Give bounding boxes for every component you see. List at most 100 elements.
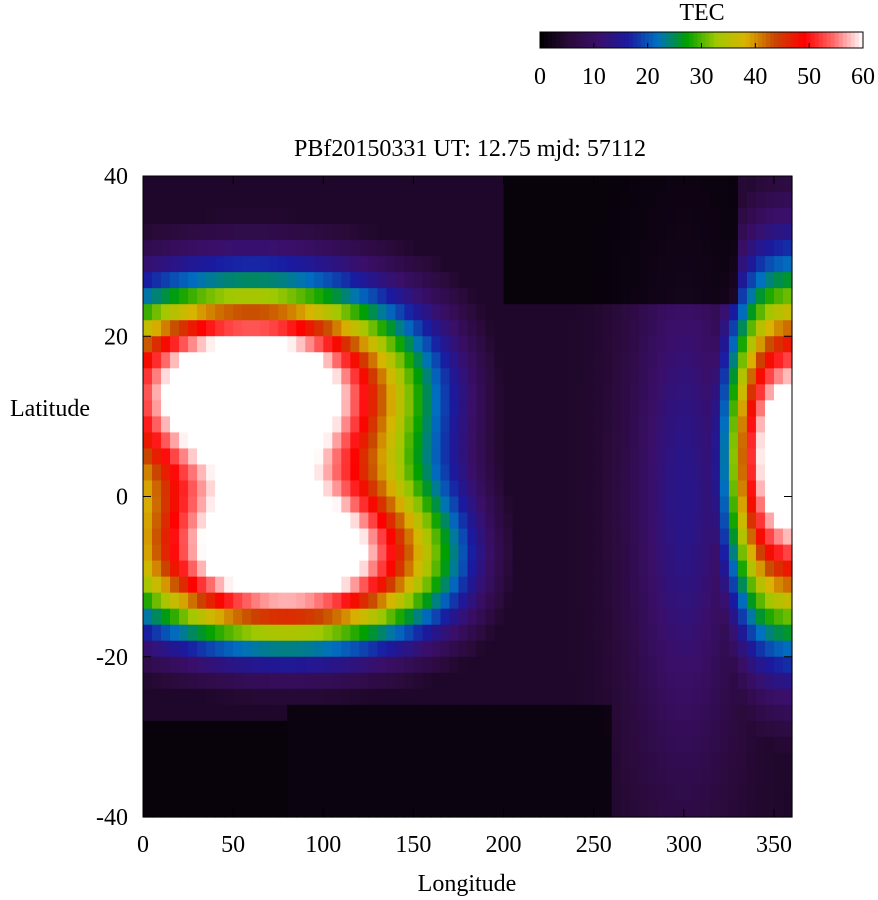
- heatmap-cell: [584, 464, 595, 482]
- heatmap-cell: [692, 688, 703, 706]
- heatmap-cell: [458, 368, 469, 385]
- heatmap-cell: [305, 800, 315, 818]
- heatmap-cell: [467, 384, 478, 401]
- heatmap-cell: [413, 560, 424, 578]
- heatmap-cell: [782, 320, 793, 337]
- heatmap-cell: [467, 208, 478, 225]
- heatmap-cell: [395, 592, 405, 610]
- heatmap-cell: [683, 224, 694, 241]
- heatmap-cell: [620, 176, 631, 193]
- heatmap-cell: [386, 352, 396, 369]
- heatmap-cell: [503, 336, 514, 353]
- heatmap-cell: [557, 592, 568, 610]
- heatmap-cell: [269, 768, 279, 786]
- heatmap-cell: [170, 688, 180, 706]
- heatmap-cell: [287, 544, 297, 562]
- heatmap-cell: [719, 528, 730, 546]
- heatmap-cell: [683, 624, 694, 642]
- heatmap-cell: [269, 400, 279, 417]
- heatmap-cell: [305, 288, 315, 305]
- heatmap-cell: [485, 784, 496, 802]
- colorbar-swatch: [753, 32, 759, 48]
- heatmap-cell: [665, 320, 676, 337]
- heatmap-cell: [368, 704, 378, 722]
- heatmap-cell: [728, 464, 739, 482]
- heatmap-cell: [548, 736, 559, 754]
- heatmap-cell: [188, 176, 198, 193]
- heatmap-cell: [530, 288, 541, 305]
- heatmap-cell: [161, 480, 171, 498]
- heatmap-cell: [485, 384, 496, 401]
- heatmap-cell: [467, 768, 478, 786]
- heatmap-cell: [377, 208, 387, 225]
- heatmap-cell: [287, 720, 297, 738]
- heatmap-cell: [539, 416, 550, 434]
- heatmap-cell: [530, 528, 541, 546]
- heatmap-cell: [593, 224, 604, 241]
- heatmap-cell: [260, 512, 270, 530]
- heatmap-cell: [188, 320, 198, 337]
- heatmap-cell: [638, 336, 649, 353]
- heatmap-cell: [251, 480, 261, 498]
- heatmap-cell: [476, 688, 487, 706]
- heatmap-cell: [476, 384, 487, 401]
- heatmap-cell: [638, 208, 649, 225]
- heatmap-cell: [341, 624, 351, 642]
- heatmap-cell: [737, 576, 748, 594]
- heatmap-cell: [449, 512, 460, 530]
- heatmap-cell: [665, 288, 676, 305]
- heatmap-cell: [215, 416, 225, 434]
- heatmap-cell: [458, 496, 469, 514]
- heatmap-cell: [323, 464, 333, 482]
- heatmap-cell: [341, 240, 351, 257]
- heatmap-cell: [431, 800, 442, 818]
- heatmap-cell: [404, 592, 415, 610]
- heatmap-cell: [773, 480, 784, 498]
- heatmap-cell: [656, 688, 667, 706]
- heatmap-cell: [197, 320, 207, 337]
- heatmap-cell: [539, 464, 550, 482]
- heatmap-cell: [179, 528, 189, 546]
- heatmap-cell: [377, 336, 387, 353]
- heatmap-cell: [395, 528, 405, 546]
- heatmap-cell: [530, 736, 541, 754]
- heatmap-cell: [260, 768, 270, 786]
- heatmap-cell: [638, 256, 649, 273]
- heatmap-cell: [773, 592, 784, 610]
- heatmap-cell: [332, 384, 342, 401]
- heatmap-cell: [161, 768, 171, 786]
- heatmap-cell: [152, 752, 162, 770]
- heatmap-cell: [251, 224, 261, 241]
- heatmap-cell: [287, 736, 297, 754]
- heatmap-cell: [548, 720, 559, 738]
- heatmap-cell: [458, 480, 469, 498]
- heatmap-cell: [305, 768, 315, 786]
- heatmap-cell: [422, 480, 433, 498]
- heatmap-cell: [656, 784, 667, 802]
- heatmap-cell: [746, 224, 757, 241]
- heatmap-cell: [440, 768, 451, 786]
- heatmap-cell: [224, 496, 234, 514]
- heatmap-cell: [305, 224, 315, 241]
- heatmap-cell: [773, 512, 784, 530]
- heatmap-cell: [287, 288, 297, 305]
- heatmap-cell: [197, 432, 207, 450]
- heatmap-cell: [341, 768, 351, 786]
- heatmap-cell: [152, 720, 162, 738]
- heatmap-cell: [629, 544, 640, 562]
- heatmap-cell: [575, 352, 586, 369]
- heatmap-cell: [485, 416, 496, 434]
- heatmap-cell: [611, 768, 622, 786]
- heatmap-cell: [530, 544, 541, 562]
- heatmap-cell: [224, 624, 234, 642]
- heatmap-cell: [386, 800, 396, 818]
- heatmap-cell: [242, 320, 252, 337]
- heatmap-cell: [647, 672, 658, 690]
- heatmap-cell: [647, 704, 658, 722]
- heatmap-cell: [566, 560, 577, 578]
- heatmap-cell: [386, 656, 396, 674]
- heatmap-cell: [773, 608, 784, 626]
- heatmap-cell: [746, 304, 757, 321]
- heatmap-cell: [314, 656, 324, 674]
- heatmap-cell: [440, 800, 451, 818]
